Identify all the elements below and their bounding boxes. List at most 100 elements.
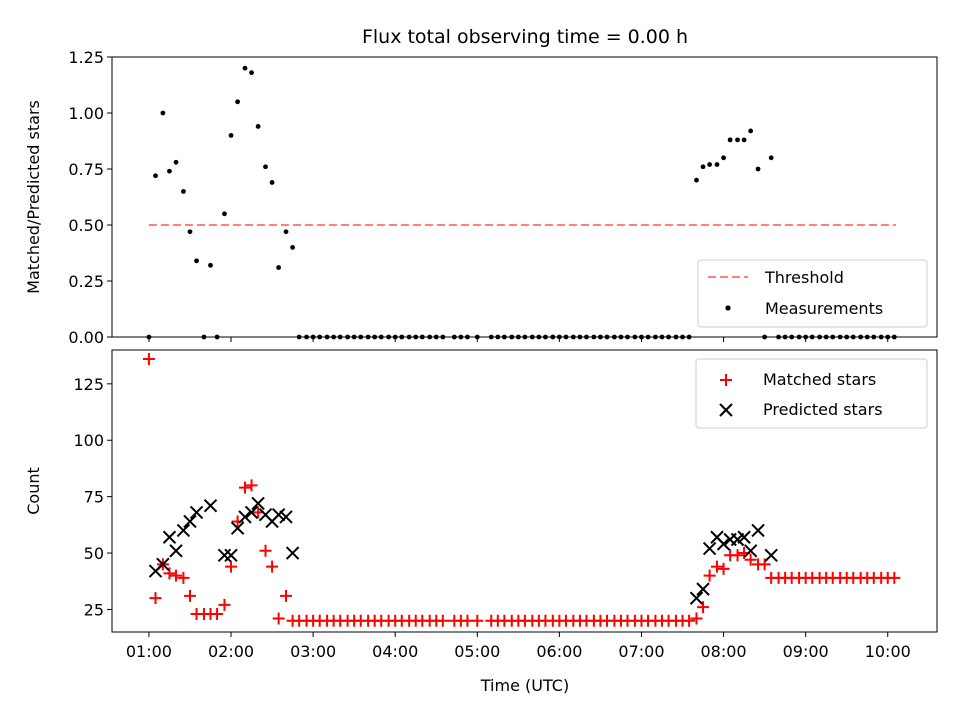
measurements-point (263, 164, 268, 170)
y-tick-label: 50 (84, 544, 104, 563)
predicted-stars-point (217, 548, 232, 563)
predicted-stars-point (238, 510, 252, 524)
ratio-legend-box (697, 259, 928, 328)
matched-stars-point (259, 544, 272, 557)
measurements-point (700, 164, 706, 170)
measurements-point (735, 137, 740, 143)
measurements-point (181, 189, 186, 194)
predicted-stars-point (743, 544, 758, 558)
predicted-stars-point (189, 505, 204, 520)
measurements-point (727, 137, 733, 143)
ratio-panel-frame (111, 56, 938, 338)
matched-stars-point (183, 589, 196, 602)
count-panel-frame (111, 349, 938, 633)
matched-stars-point (731, 549, 744, 562)
matched-stars-point (744, 553, 757, 566)
matched-stars-point (436, 614, 449, 627)
measurements-point (160, 110, 166, 116)
x-tick-label: 04:00 (372, 642, 418, 661)
predicted-stars-point (203, 498, 218, 513)
x-tick-label: 02:00 (208, 642, 254, 661)
y-tick-label: 0.75 (68, 160, 104, 179)
measurements-point (228, 133, 234, 138)
measurements-point (721, 155, 726, 161)
x-tick-label: 01:00 (126, 642, 172, 661)
matched-stars-point (683, 614, 696, 627)
matched-legend-swatch (720, 374, 732, 386)
ratio-legend: Threshold Measurements (697, 259, 928, 328)
predicted-legend-label: Predicted stars (763, 400, 883, 419)
y-tick-label: 0.50 (68, 216, 104, 235)
y-tick-label: 25 (84, 600, 104, 619)
count-panel: 25 50 75 100 125 01:00 02:00 03:00 04:00 05:00 06:… (24, 349, 938, 695)
matched-legend-label: Matched stars (763, 370, 876, 389)
predicted-stars-point (271, 507, 286, 522)
predicted-stars-point (230, 521, 245, 535)
matched-stars-point (142, 353, 155, 366)
threshold-legend-label: Threshold (764, 268, 844, 287)
matched-stars-point (218, 598, 231, 611)
matched-stars-point (177, 571, 190, 584)
y-tick-label: 1.25 (68, 48, 104, 67)
predicted-stars-point (285, 546, 300, 560)
matched-stars-point (888, 571, 901, 584)
predicted-legend-swatch (719, 403, 733, 417)
x-tick-label: 07:00 (618, 642, 664, 661)
measurements-point (694, 177, 699, 183)
measurements-point (290, 245, 295, 250)
x-tick-label: 06:00 (536, 642, 582, 661)
matched-stars-point (266, 560, 279, 573)
y-tick-label: 0.25 (68, 272, 104, 291)
measurements-point (768, 155, 774, 161)
matched-stars-point (471, 614, 484, 627)
matched-stars-point (280, 589, 293, 602)
matched-stars-point (170, 569, 183, 582)
y-tick-label: 75 (84, 488, 104, 507)
measurements-legend-label: Measurements (765, 299, 883, 318)
predicted-stars-point (696, 582, 710, 596)
measurements-point (755, 166, 761, 172)
predicted-stars-point (244, 505, 259, 520)
matched-stars-point (690, 612, 703, 625)
measurements-point (235, 99, 240, 105)
count-legend-box (695, 358, 928, 429)
measurements-point (167, 168, 172, 174)
predicted-stars-point (183, 514, 197, 529)
measurements-point (714, 162, 720, 167)
matched-stars-point (211, 607, 224, 620)
measurements-point (153, 173, 158, 179)
x-tick-label: 09:00 (783, 642, 829, 661)
matched-stars-point (697, 601, 710, 614)
x-tick-label: 03:00 (290, 642, 336, 661)
predicted-stars-point (224, 548, 238, 563)
predicted-stars-point (751, 523, 765, 538)
measurements-point (741, 137, 747, 143)
matched-stars-point (717, 562, 730, 575)
matched-stars-point (238, 481, 251, 494)
matched-stars-point (703, 569, 716, 582)
y-tick-label: 100 (73, 431, 104, 450)
matched-stars-point (225, 560, 238, 573)
measurements-point (707, 162, 713, 167)
predicted-stars-point (737, 530, 751, 544)
y-tick-label: 125 (73, 375, 104, 394)
measurements-point (242, 65, 248, 71)
matched-stars-point (149, 592, 162, 605)
matched-stars-point (758, 558, 771, 571)
measurements-point (249, 70, 254, 76)
measurements-point (222, 211, 227, 217)
measurements-point (194, 258, 199, 264)
chart-title: Flux total observing time = 0.00 h (362, 26, 688, 48)
y-tick-label: 0.00 (68, 328, 104, 347)
x-tick-label: 10:00 (865, 642, 911, 661)
y-tick-label: 1.00 (68, 104, 104, 123)
measurements-point (208, 262, 213, 268)
measurements-point (187, 229, 193, 235)
matched-stars-point (272, 612, 285, 625)
measurements-point (276, 265, 282, 270)
predicted-stars-point (251, 496, 265, 511)
ratio-panel: 0.00 0.25 0.50 0.75 1.00 1.25 Matched/Predict… (24, 48, 938, 347)
predicted-stars-point (162, 530, 177, 544)
x-tick-label: 08:00 (701, 642, 747, 661)
